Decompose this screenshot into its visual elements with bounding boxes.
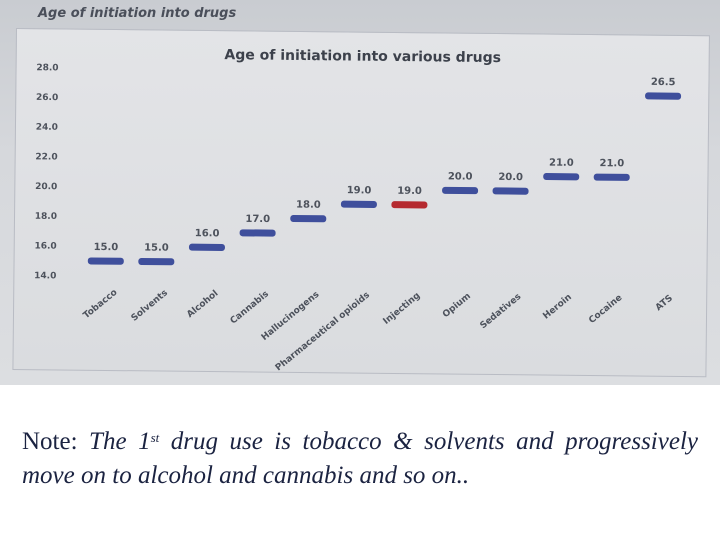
x-axis: Tobacco Solvents Alcohol CannabisHallucinog…	[82, 288, 675, 374]
x-tick-label: Cannabis	[229, 289, 271, 326]
data-label: 26.5	[651, 77, 676, 88]
chart-svg: Age of initiation into various drugs 14.…	[34, 47, 682, 374]
data-label: 16.0	[195, 228, 220, 239]
data-label: 19.0	[397, 186, 422, 197]
data-point-hallucinogens	[290, 214, 327, 223]
chart-title: Age of initiation into various drugs	[224, 47, 501, 66]
note-text: Note: The 1st drug use is tobacco & solv…	[22, 425, 698, 493]
data-label: 15.0	[94, 242, 119, 253]
y-tick-label: 14.0	[34, 271, 56, 281]
data-point-sedatives	[492, 187, 529, 195]
note-part2: drug use is tobacco & solvents and progr…	[22, 428, 698, 489]
data-point-ats	[645, 92, 682, 100]
data-point-alcohol	[188, 243, 225, 251]
data-label: 20.0	[448, 171, 473, 182]
note-prefix: Note:	[22, 428, 78, 455]
data-point-tobacco	[87, 257, 124, 265]
y-tick-label: 18.0	[35, 212, 57, 222]
data-point-cocaine	[593, 173, 630, 181]
chart-marks: 15.0 15.0 16.0 17.0 18.0 19.0 19.0 20.0 20.0 21.0…	[87, 77, 682, 266]
y-tick-label: 26.0	[36, 93, 58, 103]
data-label: 21.0	[549, 158, 574, 169]
x-tick-label: Tobacco	[82, 288, 120, 321]
y-axis: 14.0 16.0 18.0 20.0 22.0 24.0 26.0 28.0	[34, 63, 59, 281]
note-superscript: st	[150, 430, 160, 445]
y-tick-label: 22.0	[35, 152, 57, 162]
x-tick-label: Injecting	[382, 291, 423, 327]
data-point-solvents	[138, 257, 175, 266]
data-label: 19.0	[347, 185, 372, 196]
data-label: 17.0	[245, 214, 270, 225]
x-tick-label: Solvents	[130, 288, 170, 324]
x-tick-label: Heroin	[541, 292, 573, 321]
x-tick-label: Cocaine	[587, 293, 624, 326]
data-point-pharmaceutical-opioids	[340, 200, 377, 208]
x-tick-label: Sedatives	[479, 292, 524, 331]
data-label: 21.0	[599, 158, 624, 169]
x-tick-label: Pharmaceutical opioids	[274, 290, 372, 373]
chart-photo: Age of initiation into drugs Age of init…	[0, 0, 720, 385]
x-tick-label: Alcohol	[185, 289, 220, 320]
y-tick-label: 20.0	[35, 182, 57, 192]
data-point-heroin	[543, 173, 580, 181]
data-point-injecting	[391, 201, 428, 209]
chart-panel: Age of initiation into various drugs 14.…	[12, 28, 710, 378]
y-tick-label: 24.0	[36, 123, 58, 133]
y-tick-label: 28.0	[36, 63, 58, 73]
data-point-opium	[442, 186, 479, 195]
note-part1: The 1	[77, 428, 151, 455]
data-label: 18.0	[296, 200, 321, 211]
x-tick-label: ATS	[654, 293, 675, 313]
photo-heading: Age of initiation into drugs	[38, 6, 237, 21]
data-label: 15.0	[144, 242, 169, 253]
y-tick-label: 16.0	[34, 241, 56, 251]
data-label: 20.0	[498, 172, 523, 183]
x-tick-label: Opium	[441, 291, 473, 320]
data-point-cannabis	[239, 229, 276, 237]
